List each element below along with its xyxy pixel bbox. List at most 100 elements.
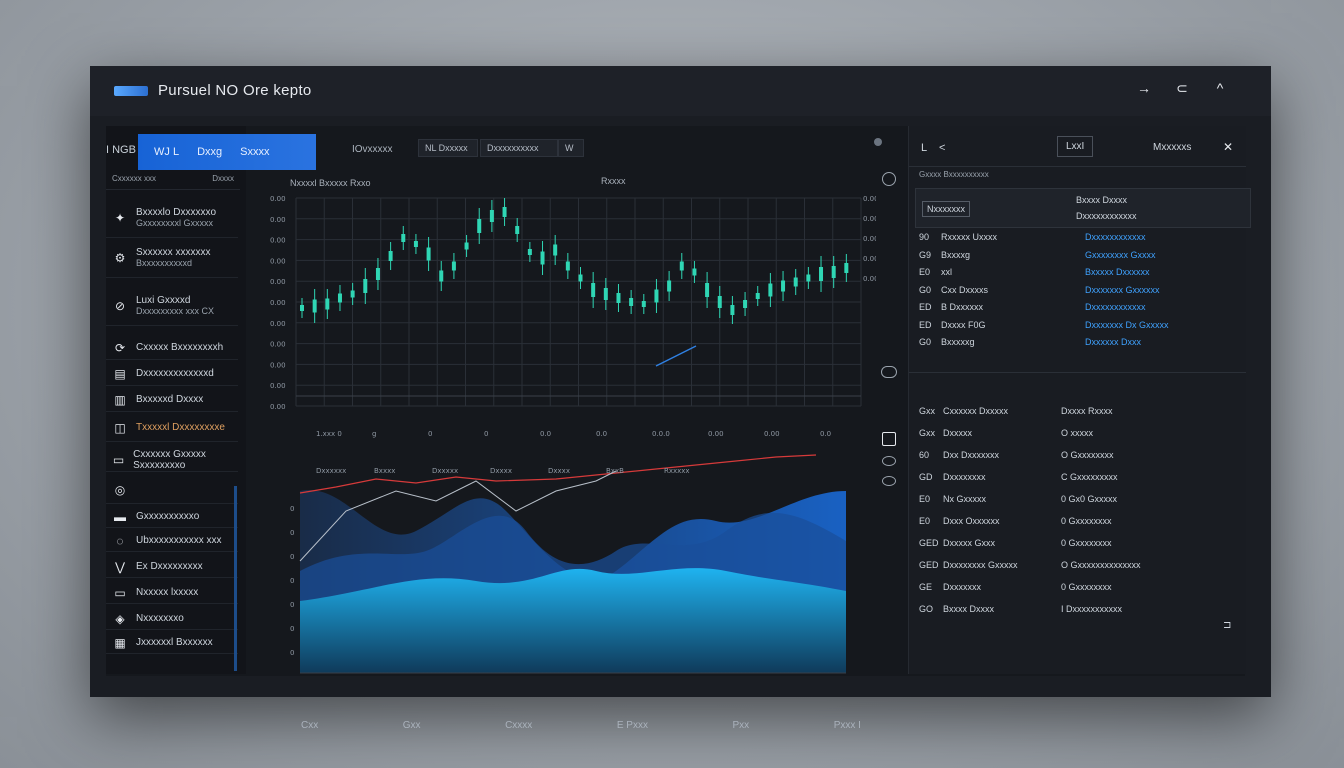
candle: [591, 283, 596, 297]
sidebar-item[interactable]: ⚙ Sxxxxxx xxxxxxx Bxxxxxxxxxxd: [106, 238, 238, 278]
app-logo: [114, 86, 148, 96]
rp-lower-row[interactable]: E0 Dxxx Oxxxxxx 0 Gxxxxxxxx: [909, 516, 1246, 534]
rp-lower-code: GED: [919, 560, 939, 570]
area-chart[interactable]: Dxxxxxx Bxxxx Dxxxxx Dxxxx Dxxxx BxxB Rxxxxx 0 0…: [256, 451, 876, 691]
y-tick-label: 0: [290, 505, 294, 513]
rp-data-row[interactable]: ED B Dxxxxxx Dxxxxxxxxxxxx: [909, 302, 1246, 318]
sidebar-header: Cxxxxxx xxx Dxxxx: [106, 174, 240, 190]
calendar-icon[interactable]: [882, 432, 896, 446]
rp-header-t2[interactable]: <: [939, 142, 946, 154]
y-tick-label: 0.00: [270, 237, 286, 245]
tab-active-label-1: WJ L: [154, 146, 180, 158]
candle: [730, 305, 735, 315]
rp-data-row[interactable]: E0 xxl Bxxxxx Dxxxxxx: [909, 267, 1246, 283]
rp-divider: [909, 166, 1246, 167]
candle: [654, 289, 659, 303]
rp-lower-code: GD: [919, 472, 933, 482]
expand-icon[interactable]: ⊐: [1223, 620, 1232, 631]
status-dot-icon: [874, 138, 882, 146]
sidebar-item[interactable]: ◌ Ubxxxxxxxxxxx xxx: [106, 530, 238, 552]
sidebar-header-col-1: Cxxxxxx xxx: [112, 174, 156, 183]
upper-chart-title: Nxxxxl Bxxxxx Rxxo: [290, 178, 371, 188]
candle: [515, 226, 520, 234]
y-tick-label: 0.00: [863, 195, 876, 203]
export-icon[interactable]: →: [1137, 80, 1151, 96]
filter-box-3[interactable]: W: [558, 139, 584, 157]
candle: [426, 247, 431, 261]
rp-data-row[interactable]: G9 Bxxxxg Gxxxxxxxx Gxxxx: [909, 250, 1246, 266]
sidebar-item[interactable]: ◈ Nxxxxxxxo: [106, 608, 238, 630]
filter-box-2[interactable]: Dxxxxxxxxxx: [480, 139, 558, 157]
y-tick-label: 0.00: [270, 299, 286, 307]
x-label: Pxxx I: [833, 720, 861, 731]
sidebar-item[interactable]: ✦ Bxxxxlo Dxxxxxxo Gxxxxxxxxl Gxxxxx: [106, 198, 238, 238]
rp-lower-right: C Gxxxxxxxxx: [1061, 472, 1118, 482]
sidebar-item-label: Txxxxxl Dxxxxxxxxe: [136, 422, 225, 433]
rp-lower-row[interactable]: Gxx Cxxxxxx Dxxxxx Dxxxx Rxxxx: [909, 406, 1246, 424]
rp-lower-row[interactable]: GE Dxxxxxxx 0 Gxxxxxxxx: [909, 582, 1246, 600]
rp-lower-label: Nx Gxxxxx: [943, 494, 987, 504]
sidebar-item[interactable]: ▥ Bxxxxxd Dxxxx: [106, 388, 238, 412]
tab-overview[interactable]: IOvxxxxx: [352, 144, 393, 155]
sidebar-item[interactable]: ◫ Txxxxxl Dxxxxxxxxe: [106, 414, 238, 442]
settings-icon[interactable]: [882, 172, 896, 186]
y-tick-label: 0: [290, 649, 294, 657]
sidebar-item-icon: ▥: [114, 392, 126, 407]
rp-data-row[interactable]: ED Dxxxx F0G Dxxxxxxx Dx Gxxxxx: [909, 320, 1246, 336]
restore-icon[interactable]: ⊂: [1176, 80, 1188, 96]
rp-lower-row[interactable]: GED Dxxxxx Gxxx 0 Gxxxxxxxx: [909, 538, 1246, 556]
rp-row-left: Bxxxxg: [941, 249, 971, 260]
rp-lower-code: GE: [919, 582, 933, 592]
rp-lower-right: O Gxxxxxxxx: [1061, 450, 1114, 460]
toggle-icon[interactable]: [881, 366, 897, 378]
sidebar-item[interactable]: ⊘ Luxi Gxxxxd Dxxxxxxxxx xxx CX: [106, 286, 238, 326]
collapse-icon[interactable]: ^: [1216, 80, 1224, 96]
tab-active[interactable]: WJ L Dxxg Sxxxx: [138, 134, 316, 170]
candlestick-chart[interactable]: 0.000.000.000.000.000.000.000.000.000.00…: [256, 186, 876, 456]
rp-data-row[interactable]: G0 Cxx Dxxxxs Dxxxxxxx Gxxxxxx: [909, 285, 1246, 301]
sidebar-item[interactable]: ▭ Nxxxxx lxxxxx: [106, 582, 238, 604]
sidebar-item[interactable]: ▭ Cxxxxxx Gxxxxx Sxxxxxxxxo: [106, 448, 238, 472]
sidebar-item-sublabel: Bxxxxxxxxxxd: [136, 258, 193, 268]
rp-lower-row[interactable]: GO Bxxxx Dxxxx I Dxxxxxxxxxxx: [909, 604, 1246, 622]
sidebar-item-label: Ubxxxxxxxxxxx xxx: [136, 535, 222, 546]
filter-box-1[interactable]: NL Dxxxxx: [418, 139, 478, 157]
rp-lower-row[interactable]: E0 Nx Gxxxxx 0 Gx0 Gxxxxx: [909, 494, 1246, 512]
sidebar-item[interactable]: ⟳ Cxxxxx Bxxxxxxxxh: [106, 336, 238, 360]
rp-lower-row[interactable]: GD Dxxxxxxxx C Gxxxxxxxxx: [909, 472, 1246, 490]
y-tick-label: 0: [290, 529, 294, 537]
rp-lower-row[interactable]: Gxx Dxxxxx O xxxxx: [909, 428, 1246, 446]
rp-lower-row[interactable]: GED Dxxxxxxxx Gxxxxx O Gxxxxxxxxxxxxxx: [909, 560, 1246, 578]
rp-lower-right: O xxxxx: [1061, 428, 1094, 438]
sidebar-item-icon: ▬: [114, 509, 126, 524]
candle: [464, 242, 469, 250]
candle: [578, 274, 583, 282]
rp-data-row[interactable]: G0 Bxxxxxg Dxxxxxx Dxxx: [909, 337, 1246, 353]
link-icon[interactable]: [882, 456, 896, 466]
sidebar-item[interactable]: ▤ Dxxxxxxxxxxxxxd: [106, 362, 238, 386]
sidebar-item-icon: ⚙: [114, 250, 126, 265]
x-tick-label: 0.0.0: [652, 430, 670, 438]
sidebar-item[interactable]: ⋁ Ex Dxxxxxxxxx: [106, 556, 238, 578]
legend-entry: Dxxxxxx: [316, 467, 346, 475]
rp-header-t1[interactable]: L: [921, 142, 928, 154]
rp-header-button[interactable]: LxxI: [1057, 136, 1094, 157]
x-tick-label: 0.0: [820, 430, 831, 438]
close-icon[interactable]: ✕: [1223, 140, 1234, 154]
sidebar-item-label: Gxxxxxxxxxxo: [136, 511, 200, 522]
chain-icon[interactable]: [882, 476, 896, 486]
sidebar-item-icon: ✦: [114, 210, 126, 225]
sidebar-item[interactable]: ▬ Gxxxxxxxxxxo: [106, 506, 238, 528]
area-series-light: [300, 568, 846, 673]
rp-data-row[interactable]: 90 Rxxxxx Uxxxx Dxxxxxxxxxxxx: [909, 232, 1246, 248]
x-tick-label: 0.00: [708, 430, 724, 438]
rp-lower-row[interactable]: 60 Dxx Dxxxxxxx O Gxxxxxxxx: [909, 450, 1246, 468]
y-tick-label: 0.00: [270, 278, 286, 286]
sidebar-scrollbar[interactable]: [234, 486, 237, 671]
rp-selected-row[interactable]: Nxxxxxxx Bxxxx Dxxxx Dxxxxxxxxxxxx: [915, 188, 1251, 228]
sidebar-item[interactable]: ◎: [106, 476, 238, 504]
rp-selected-desc2: Dxxxxxxxxxxxx: [1076, 211, 1137, 221]
rp-row-code: G9: [919, 249, 932, 260]
sidebar-item[interactable]: ▦ Jxxxxxxl Bxxxxxx: [106, 632, 238, 654]
candle: [553, 244, 558, 256]
